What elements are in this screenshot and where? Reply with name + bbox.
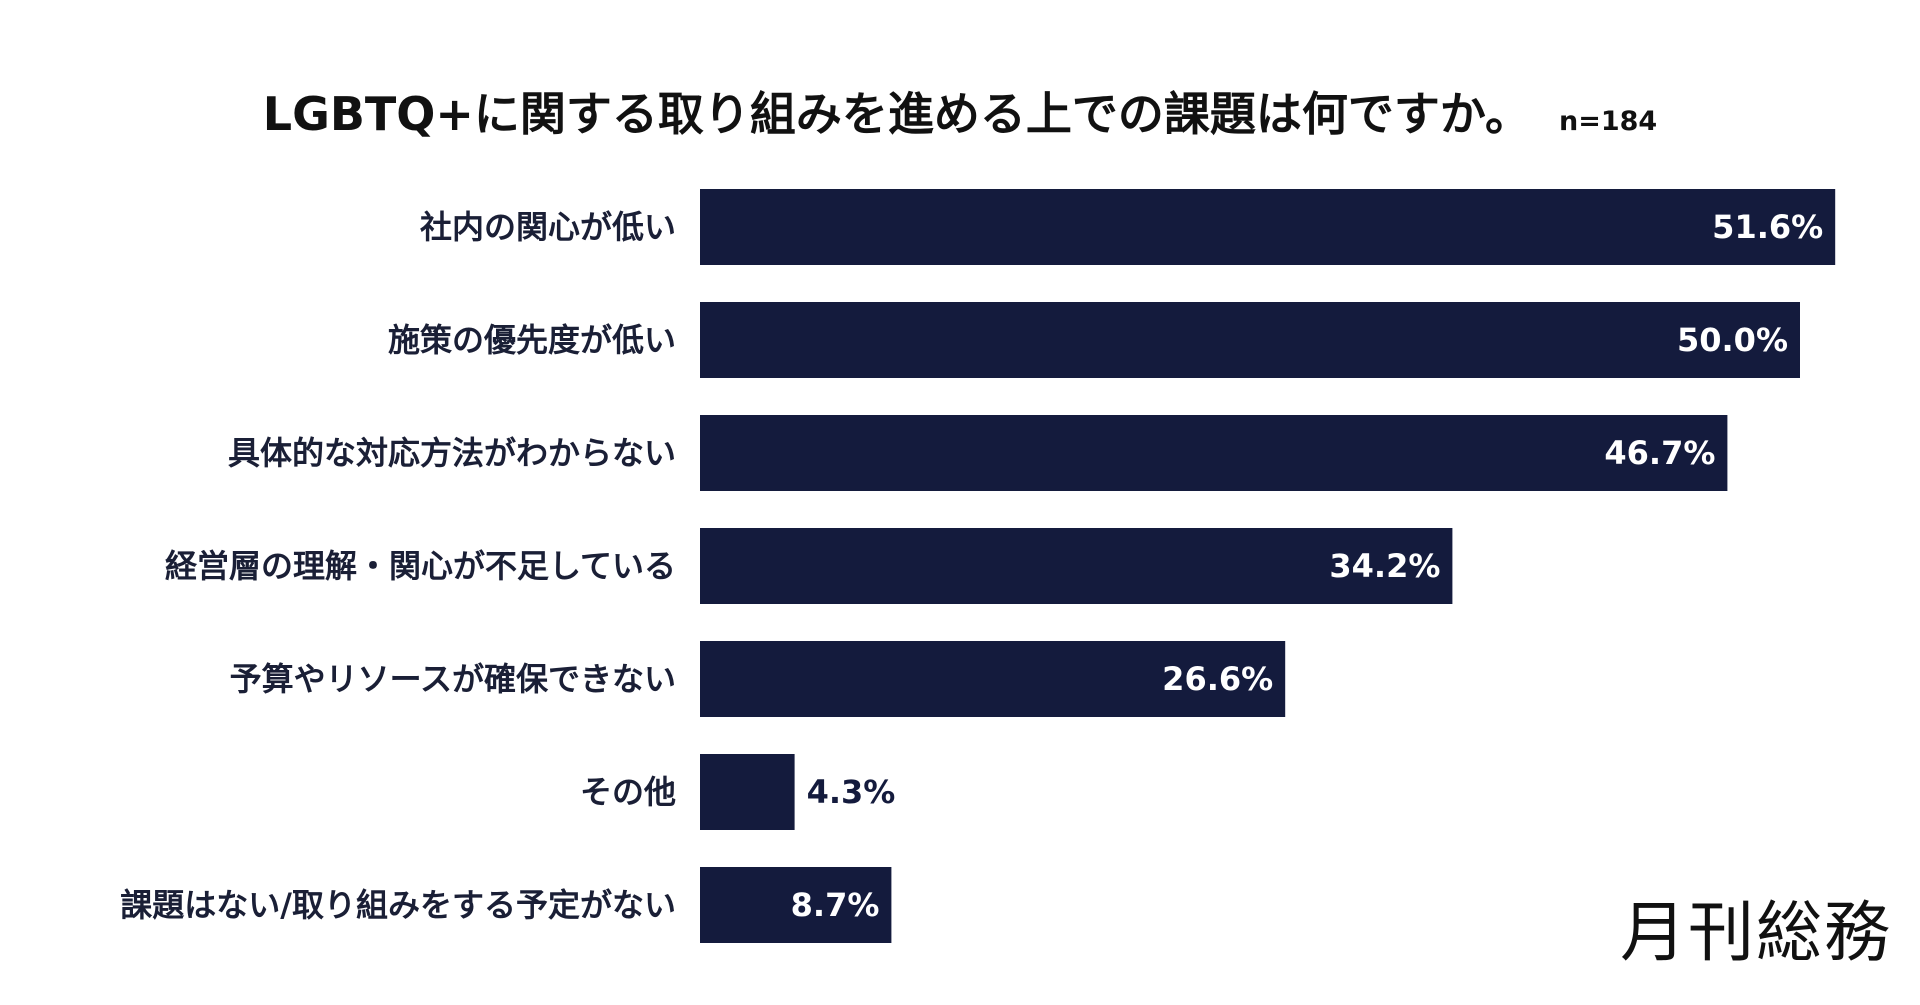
bar bbox=[700, 302, 1800, 378]
value-label: 4.3% bbox=[807, 773, 896, 811]
title-row: LGBTQ+に関する取り組みを進める上での課題は何ですか。 n=184 bbox=[0, 78, 1920, 144]
value-label: 51.6% bbox=[1712, 208, 1823, 246]
bar bbox=[700, 415, 1728, 491]
category-label: 社内の関心が低い bbox=[420, 208, 676, 246]
value-label: 8.7% bbox=[791, 886, 880, 924]
category-label: 課題はない/取り組みをする予定がない bbox=[120, 886, 676, 924]
bar bbox=[700, 641, 1286, 717]
bar bbox=[700, 189, 1836, 265]
category-label: 具体的な対応方法がわからない bbox=[228, 434, 676, 472]
category-label: 施策の優先度が低い bbox=[388, 321, 676, 359]
bar bbox=[700, 754, 795, 830]
value-label: 34.2% bbox=[1329, 547, 1440, 585]
value-label: 26.6% bbox=[1162, 660, 1273, 698]
bar bbox=[700, 867, 892, 943]
sample-size: n=184 bbox=[1559, 106, 1658, 137]
brand-logo: 月刊総務 bbox=[1620, 894, 1892, 971]
category-label: 経営層の理解・関心が不足している bbox=[165, 547, 676, 585]
value-label: 46.7% bbox=[1604, 434, 1715, 472]
chart-title: LGBTQ+に関する取り組みを進める上での課題は何ですか。 bbox=[262, 87, 1532, 141]
bar bbox=[700, 528, 1453, 604]
category-label: 予算やリソースが確保できない bbox=[230, 660, 676, 698]
category-label: その他 bbox=[580, 773, 676, 811]
value-label: 50.0% bbox=[1677, 321, 1788, 359]
